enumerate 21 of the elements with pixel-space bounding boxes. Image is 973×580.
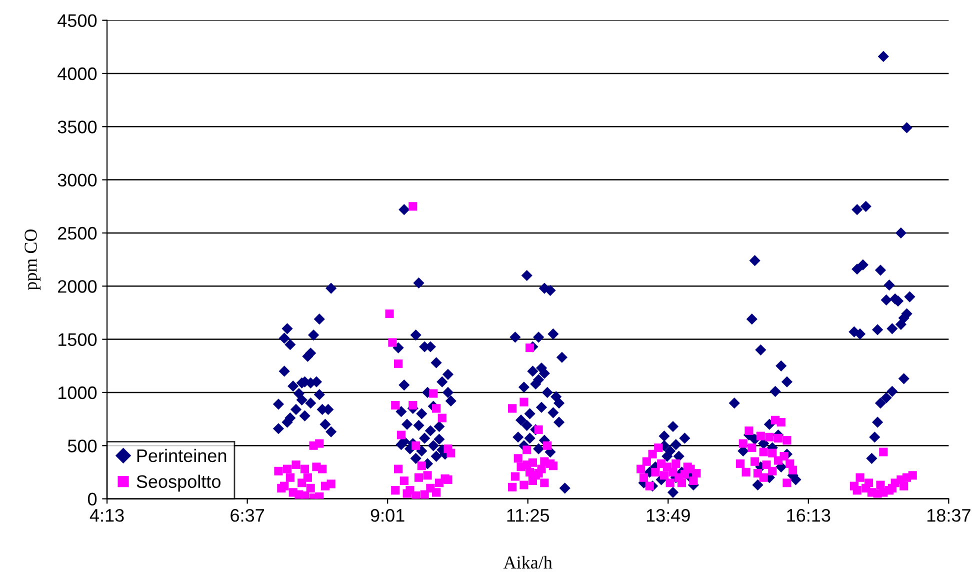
y-tick-label: 0	[88, 492, 97, 506]
x-tick-label: 6:37	[230, 509, 264, 522]
y-tick-label: 1000	[58, 386, 97, 400]
y-axis-title: ppm CO	[24, 229, 40, 290]
y-tick-label: 4000	[58, 67, 97, 80]
y-tick-label: 3000	[58, 174, 97, 187]
y-tick-label: 500	[68, 440, 97, 452]
y-tick-label: 4500	[58, 14, 97, 28]
x-tick-label: 9:01	[370, 509, 404, 522]
x-tick-label: 11:25	[507, 509, 550, 522]
legend-label: Seospoltto	[136, 474, 220, 492]
x-tick-label: 13:49	[646, 509, 690, 522]
y-tick-label: 1500	[58, 333, 97, 346]
legend-label: Perinteinen	[137, 448, 226, 462]
x-tick-label: 4:13	[90, 509, 124, 522]
y-tick-label: 3500	[58, 120, 97, 134]
y-tick-label: 2500	[58, 226, 97, 240]
x-tick-label: 16:13	[787, 509, 830, 522]
x-tick-label: 18:37	[927, 509, 970, 522]
x-axis-title: Aika/h	[503, 556, 552, 569]
y-tick-label: 2000	[58, 280, 97, 293]
